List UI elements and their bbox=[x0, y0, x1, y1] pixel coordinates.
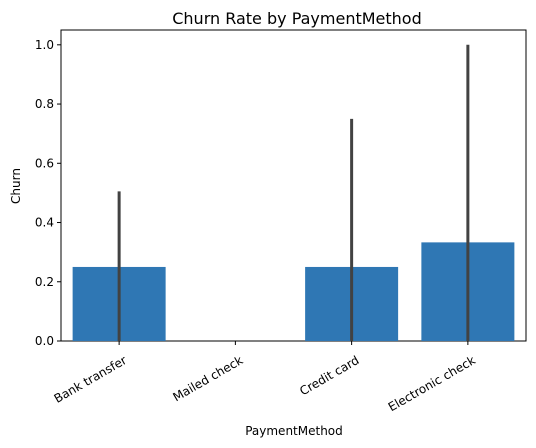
x-tick-label: Bank transfer bbox=[52, 353, 130, 406]
y-tick-label: 1.0 bbox=[35, 38, 54, 52]
x-tick-label: Credit card bbox=[297, 353, 361, 398]
x-tick-label: Electronic check bbox=[386, 353, 478, 414]
y-axis: 0.0 0.2 0.4 0.6 0.8 1.0 bbox=[35, 38, 61, 348]
y-tick-label: 0.2 bbox=[35, 275, 54, 289]
bars-layer bbox=[72, 242, 515, 341]
y-tick-label: 0.8 bbox=[35, 97, 54, 111]
y-tick-label: 0.4 bbox=[35, 216, 54, 230]
x-tick-label: Mailed check bbox=[170, 353, 245, 404]
x-axis-label: PaymentMethod bbox=[245, 424, 343, 438]
error-bars-layer bbox=[117, 44, 470, 341]
plot-area bbox=[60, 29, 527, 342]
x-axis: Bank transfer Mailed check Credit card Elec… bbox=[52, 341, 478, 414]
y-tick-label: 0.6 bbox=[35, 156, 54, 170]
y-axis-label: Churn bbox=[9, 168, 23, 204]
y-tick-label: 0.0 bbox=[35, 334, 54, 348]
chart-title: Churn Rate by PaymentMethod bbox=[172, 9, 422, 28]
